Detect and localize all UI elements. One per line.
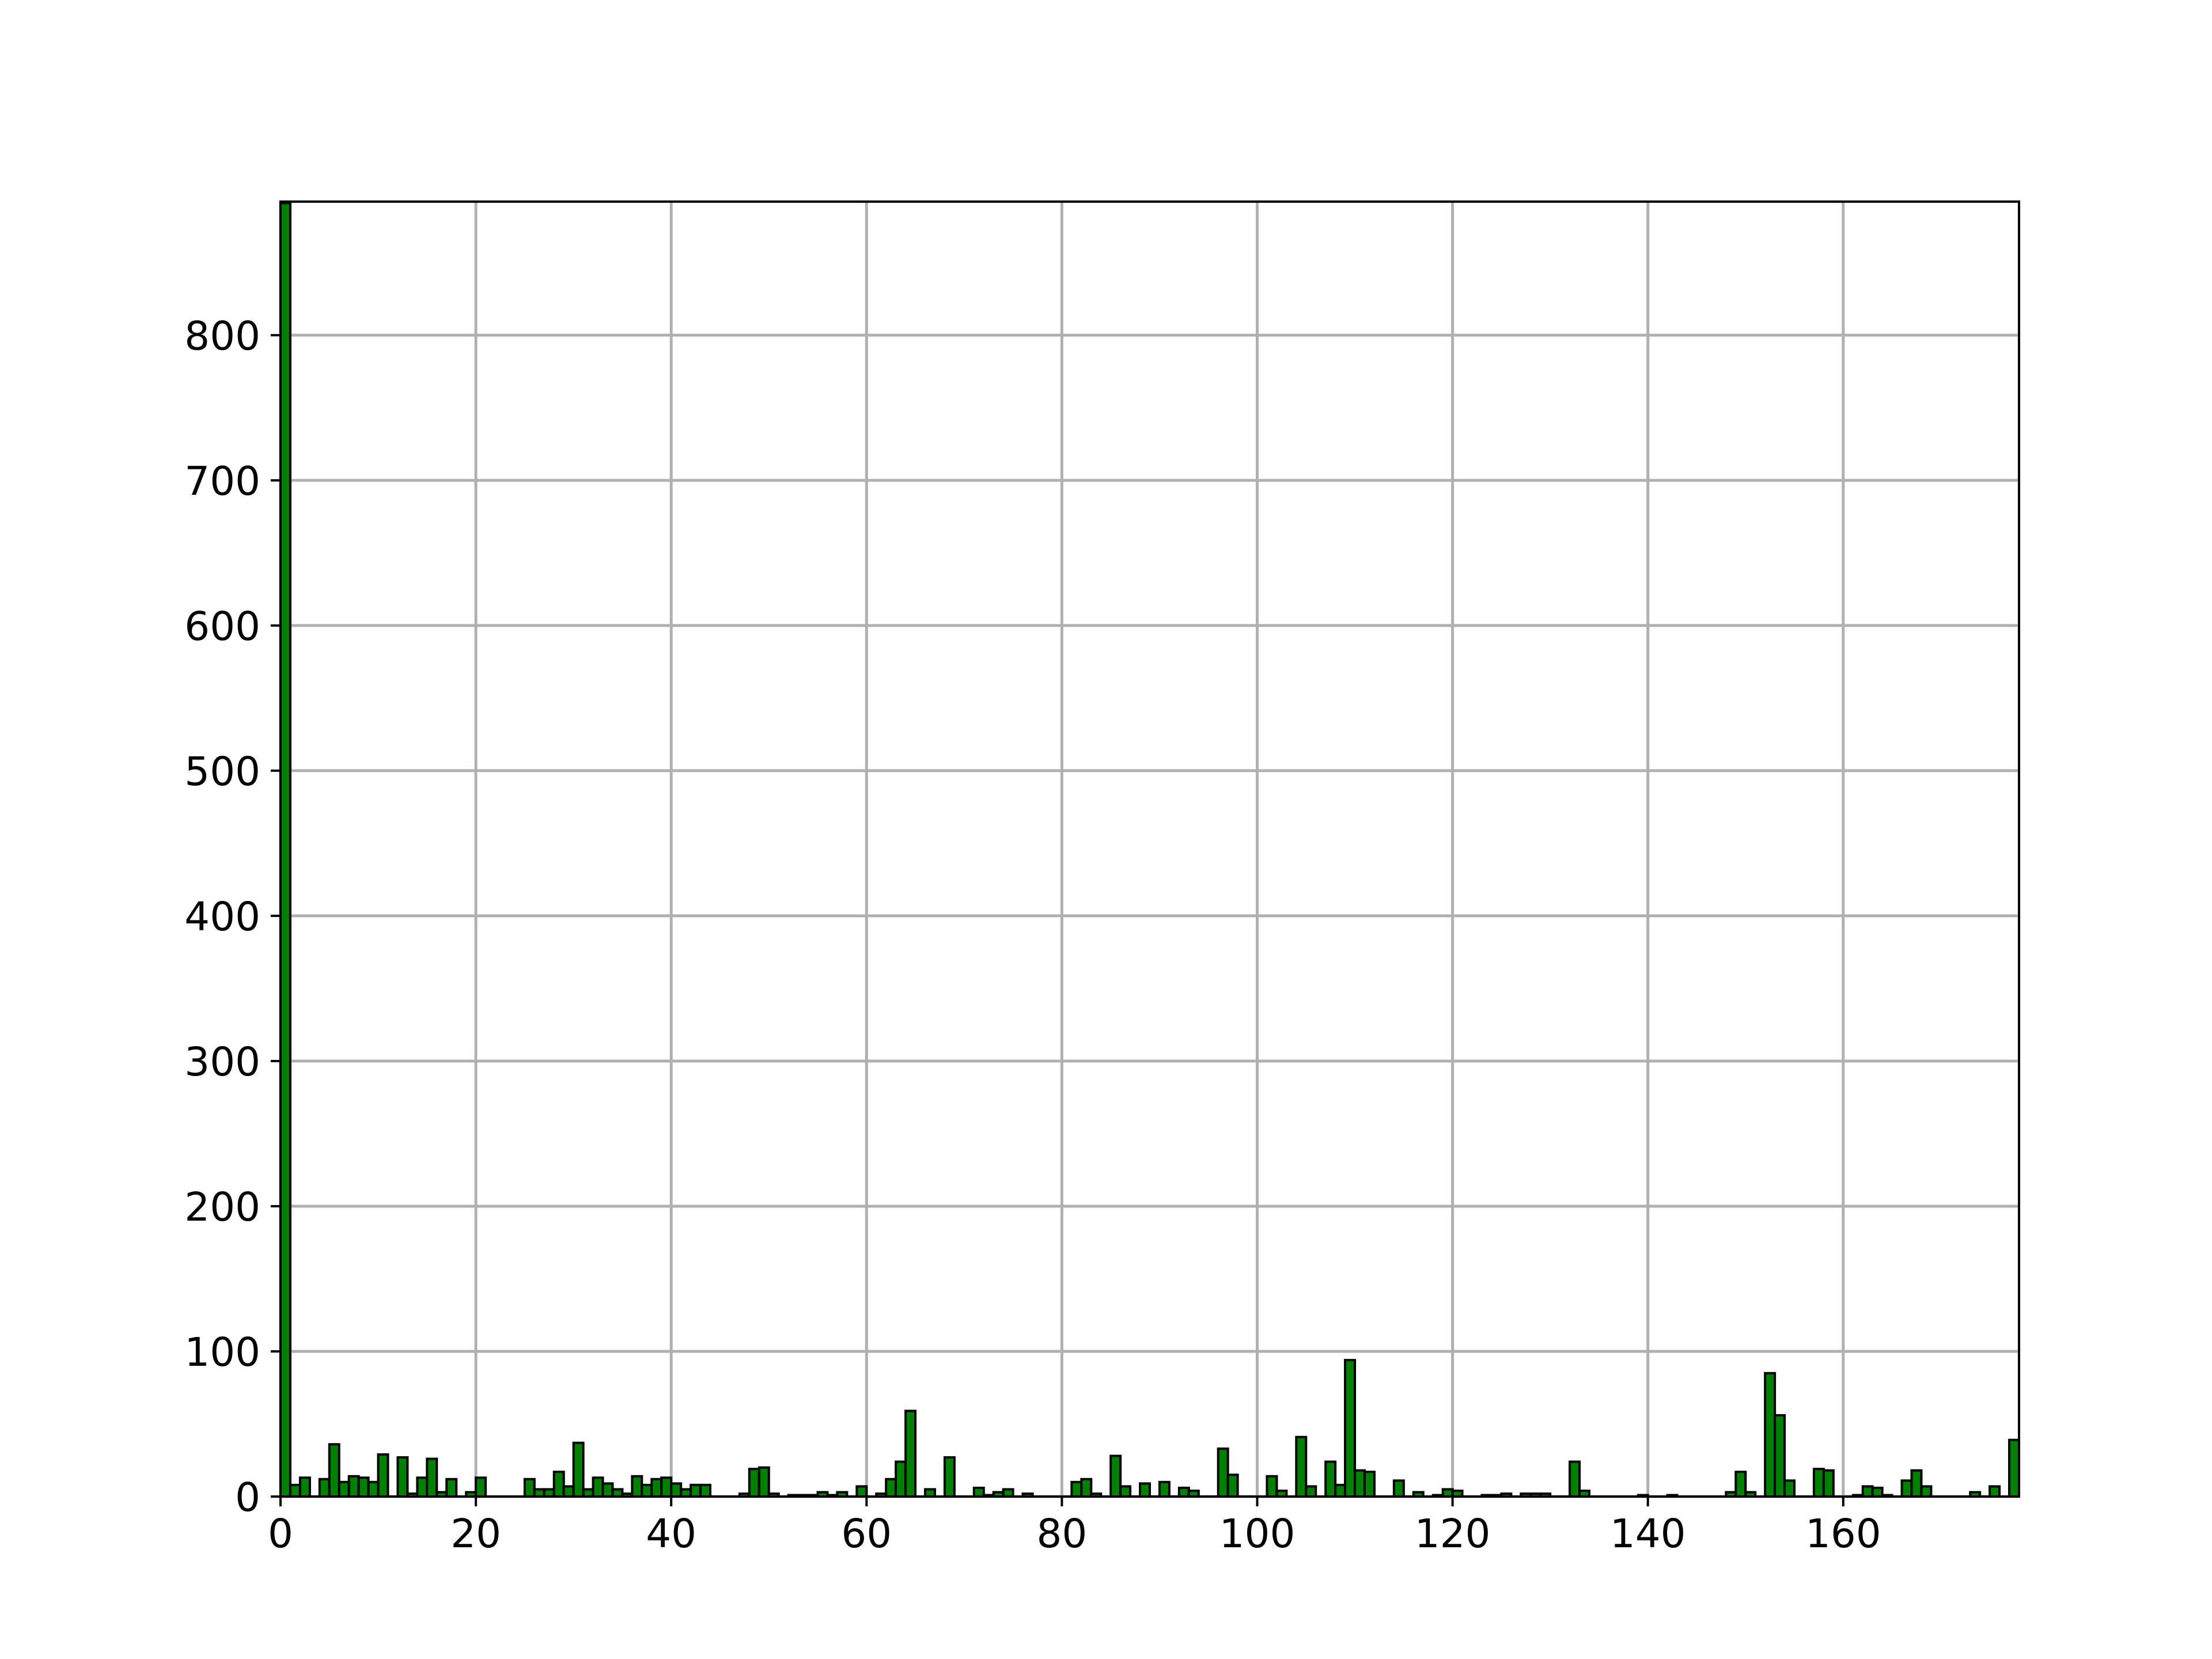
bar xyxy=(1158,1480,1171,1497)
y-tick-label: 800 xyxy=(184,313,260,359)
x-tick-label: 140 xyxy=(1610,1511,1686,1557)
bar xyxy=(1764,1372,1777,1497)
y-tick-label: 600 xyxy=(184,604,260,650)
bar xyxy=(1920,1485,1933,1497)
bar xyxy=(631,1475,643,1497)
bar xyxy=(767,1492,780,1497)
bar xyxy=(1217,1447,1229,1497)
bar xyxy=(357,1476,370,1497)
x-tick-label: 120 xyxy=(1415,1511,1491,1557)
bar xyxy=(1109,1455,1122,1497)
bar xyxy=(426,1457,438,1497)
bar xyxy=(396,1456,409,1497)
bar xyxy=(670,1482,683,1497)
y-tick-label: 500 xyxy=(184,749,260,795)
bar xyxy=(318,1478,331,1497)
bar xyxy=(1363,1471,1376,1497)
bar xyxy=(523,1478,536,1497)
bar xyxy=(650,1478,663,1497)
bar xyxy=(601,1482,614,1497)
bar xyxy=(904,1410,917,1497)
bar xyxy=(1783,1479,1796,1497)
bar xyxy=(1774,1414,1786,1497)
y-tick-label: 200 xyxy=(184,1184,260,1230)
bar xyxy=(924,1488,936,1497)
bar xyxy=(972,1486,985,1497)
x-tick-label: 0 xyxy=(268,1511,293,1557)
bar xyxy=(1392,1479,1405,1497)
bar xyxy=(1177,1486,1190,1497)
bar xyxy=(1226,1474,1239,1497)
bar xyxy=(1305,1485,1317,1497)
bar xyxy=(572,1441,585,1497)
bar xyxy=(347,1475,360,1497)
bar xyxy=(1002,1488,1014,1497)
bar xyxy=(1119,1485,1132,1497)
bar xyxy=(289,1483,301,1497)
x-tick-label: 20 xyxy=(450,1511,501,1557)
bar xyxy=(748,1468,760,1497)
x-tick-label: 160 xyxy=(1805,1511,1881,1557)
bar xyxy=(1861,1485,1874,1497)
bar xyxy=(1334,1483,1347,1497)
bar xyxy=(416,1476,429,1497)
bar xyxy=(660,1476,673,1497)
y-tick-label: 400 xyxy=(184,894,260,940)
bar xyxy=(562,1485,575,1497)
bar xyxy=(1139,1482,1151,1497)
axes-frame xyxy=(279,200,2020,1498)
bar xyxy=(1324,1460,1337,1497)
bar xyxy=(377,1453,389,1497)
bar xyxy=(757,1466,770,1497)
bar xyxy=(2008,1438,2019,1497)
bar xyxy=(1090,1492,1103,1497)
bar xyxy=(1734,1471,1747,1497)
y-tick-label: 300 xyxy=(184,1039,260,1085)
bar xyxy=(1812,1468,1825,1497)
y-tick-label: 700 xyxy=(184,459,260,505)
bar xyxy=(1266,1475,1278,1497)
y-tick-label: 0 xyxy=(235,1475,260,1521)
bar xyxy=(281,202,291,1497)
bar xyxy=(1988,1485,2001,1497)
x-tick-label: 60 xyxy=(841,1511,892,1557)
bar xyxy=(895,1460,907,1497)
bar xyxy=(445,1478,458,1497)
bar xyxy=(690,1483,702,1497)
bar xyxy=(338,1480,350,1497)
x-tick-label: 80 xyxy=(1036,1511,1087,1557)
bar xyxy=(552,1471,565,1497)
bar xyxy=(592,1476,604,1497)
bar xyxy=(1080,1478,1093,1497)
bar xyxy=(1871,1486,1884,1497)
x-tick-label: 40 xyxy=(646,1511,696,1557)
bar xyxy=(1500,1492,1513,1497)
bar xyxy=(475,1476,487,1497)
bar xyxy=(1070,1480,1083,1497)
bar xyxy=(298,1476,311,1497)
y-tick-label: 100 xyxy=(184,1330,260,1376)
bar xyxy=(1295,1435,1308,1497)
bar xyxy=(1822,1469,1835,1497)
bar xyxy=(1910,1469,1923,1497)
bar xyxy=(855,1485,868,1497)
bar xyxy=(1900,1479,1913,1497)
bar xyxy=(699,1483,712,1497)
bar xyxy=(1021,1492,1034,1497)
x-tick-label: 100 xyxy=(1219,1511,1296,1557)
bar xyxy=(1354,1469,1366,1497)
bar xyxy=(885,1478,897,1497)
bar xyxy=(328,1443,340,1497)
bar xyxy=(943,1456,956,1497)
bar xyxy=(1569,1460,1581,1497)
bar xyxy=(367,1480,380,1497)
bar xyxy=(1539,1492,1552,1497)
bar xyxy=(1344,1359,1357,1497)
bar xyxy=(641,1483,653,1497)
